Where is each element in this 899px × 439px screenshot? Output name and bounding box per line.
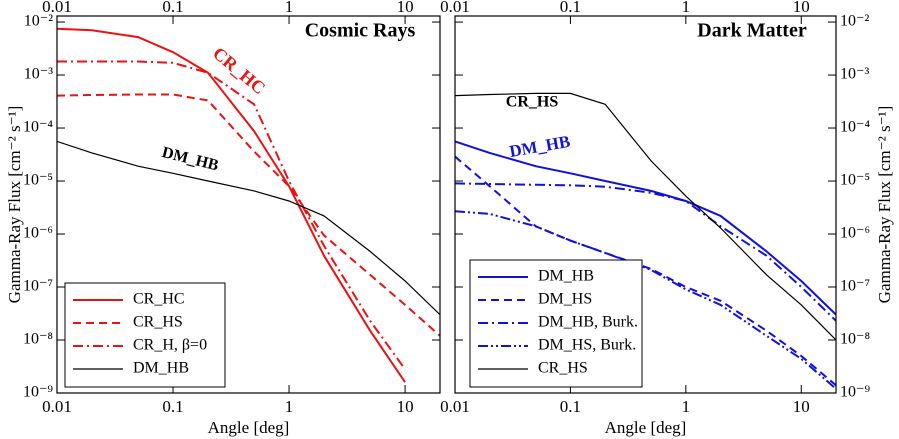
y-tick-label: 10⁻³ xyxy=(840,66,869,83)
x-axis-label: Angle [deg] xyxy=(605,418,687,437)
plot-frame xyxy=(56,15,441,394)
x-tick-label-top: 0.01 xyxy=(42,0,72,16)
annotation: CR_HC xyxy=(209,43,269,98)
y-tick-label: 10⁻⁴ xyxy=(840,119,870,136)
x-tick-label: 0.1 xyxy=(560,397,581,416)
legend-label: DM_HB, Burk. xyxy=(538,314,638,331)
legend-label: DM_HS xyxy=(538,291,592,308)
y-tick-label: 10⁻⁶ xyxy=(840,225,870,242)
x-tick-label: 1 xyxy=(682,397,691,416)
x-tick-label: 10 xyxy=(793,397,810,416)
series-line xyxy=(57,27,406,383)
legend-label: CR_HS xyxy=(133,314,183,331)
x-tick-label-top: 0.01 xyxy=(440,0,470,16)
y-axis-label: Gamma-Ray Flux [cm⁻² s⁻¹] xyxy=(875,106,894,304)
y-tick-label: 10⁻⁵ xyxy=(840,172,870,189)
legend-label: CR_HC xyxy=(133,291,185,308)
y-tick-label: 10⁻⁷ xyxy=(23,278,53,295)
series-line xyxy=(455,182,836,322)
annotation: DM_HB xyxy=(508,132,572,161)
x-tick-label: 10 xyxy=(397,397,414,416)
x-tick-label-top: 0.1 xyxy=(162,0,183,16)
legend-label: CR_HS xyxy=(538,360,588,377)
y-tick-label: 10⁻⁷ xyxy=(840,278,870,295)
series-line xyxy=(57,140,440,316)
x-tick-label: 1 xyxy=(285,397,294,416)
series-line xyxy=(455,210,836,390)
legend-label: DM_HS, Burk. xyxy=(538,337,636,354)
legend-label: CR_H, β=0 xyxy=(133,337,207,354)
y-tick-label: 10⁻² xyxy=(24,13,53,30)
y-tick-label: 10⁻³ xyxy=(24,66,53,83)
x-tick-label: 0.01 xyxy=(42,397,72,416)
annotation: CR_HS xyxy=(506,94,559,111)
x-tick-label-top: 1 xyxy=(682,0,691,16)
plot-area xyxy=(57,27,440,383)
y-tick-label: 10⁻⁴ xyxy=(23,119,53,136)
series-line xyxy=(455,140,836,316)
x-tick-label-top: 1 xyxy=(285,0,294,16)
annotation: Dark Matter xyxy=(697,20,807,42)
y-tick-label: 10⁻⁶ xyxy=(23,225,53,242)
x-tick-label: 0.1 xyxy=(162,397,183,416)
y-tick-label: 10⁻⁵ xyxy=(23,172,53,189)
x-tick-label: 0.01 xyxy=(440,397,470,416)
annotation: Cosmic Rays xyxy=(305,20,416,42)
annotation: DM_HB xyxy=(160,144,220,175)
x-axis-label: Angle [deg] xyxy=(208,418,290,437)
plot-frame xyxy=(454,15,837,394)
x-tick-label-top: 10 xyxy=(793,0,810,16)
y-tick-label: 10⁻⁸ xyxy=(23,331,53,348)
x-tick-label-top: 10 xyxy=(397,0,414,16)
series-line xyxy=(455,92,836,341)
y-tick-label: 10⁻⁹ xyxy=(840,384,870,401)
series-line xyxy=(57,93,440,337)
plot-area xyxy=(455,92,836,390)
legend-label: DM_HB xyxy=(133,360,189,377)
y-tick-label: 10⁻⁹ xyxy=(23,384,53,401)
x-tick-label-top: 0.1 xyxy=(560,0,581,16)
y-tick-label: 10⁻⁸ xyxy=(840,331,870,348)
series-line xyxy=(57,60,406,370)
y-axis-label: Gamma-Ray Flux [cm⁻² s⁻¹] xyxy=(5,106,24,304)
legend-label: DM_HB xyxy=(538,268,594,285)
y-tick-label: 10⁻² xyxy=(840,13,869,30)
